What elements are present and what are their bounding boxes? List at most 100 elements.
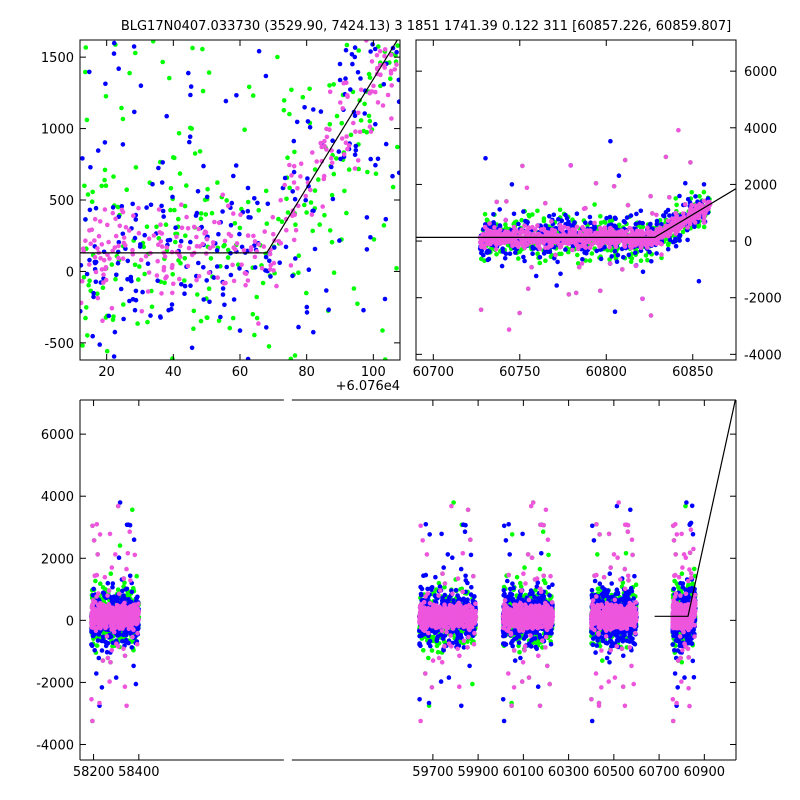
zoom-peak-point-green-49 bbox=[222, 242, 227, 248]
zoom-season-ytick-label-0: -4000 bbox=[744, 348, 782, 363]
zoom-season-point-magenta-1710 bbox=[583, 245, 588, 250]
zoom-season-point-magenta-1766 bbox=[665, 218, 671, 224]
panel-zoom-season: 60700 60750 60800 60850-4000-20000200040006… bbox=[413, 39, 782, 380]
full-lightcurve-season-2018-point-magenta-1177 bbox=[135, 630, 140, 636]
zoom-season-point-magenta-1237 bbox=[493, 247, 499, 252]
zoom-peak-point-blue-280 bbox=[394, 49, 399, 55]
zoom-season-point-blue-836 bbox=[624, 215, 630, 220]
zoom-season-point-magenta-1775 bbox=[659, 235, 665, 240]
zoom-season-point-magenta-1741 bbox=[598, 225, 603, 231]
full-lightcurve-season-2018-point-magenta-1416 bbox=[96, 606, 101, 611]
zoom-peak-point-blue-400 bbox=[92, 260, 98, 266]
zoom-season-point-magenta-1745 bbox=[535, 223, 540, 228]
zoom-peak-point-magenta-569 bbox=[189, 252, 195, 258]
zoom-peak-point-magenta-731 bbox=[154, 273, 160, 278]
zoom-peak-point-magenta-694 bbox=[341, 80, 347, 86]
zoom-peak-point-magenta-536 bbox=[169, 249, 175, 255]
zoom-season-point-blue-922 bbox=[563, 212, 568, 218]
zoom-season-point-blue-989 bbox=[572, 220, 577, 225]
zoom-peak-point-magenta-727 bbox=[343, 140, 349, 145]
zoom-season-point-green-403 bbox=[701, 189, 707, 195]
zoom-season-point-green-4 bbox=[645, 257, 650, 263]
zoom-peak-point-blue-391 bbox=[87, 69, 92, 75]
full-lightcurve-season-2018-point-blue-815 bbox=[122, 596, 128, 601]
zoom-peak-point-blue-292 bbox=[187, 139, 192, 145]
zoom-peak-point-blue-357 bbox=[245, 208, 251, 214]
zoom-peak-point-green-147 bbox=[344, 210, 349, 216]
zoom-peak-point-green-215 bbox=[390, 184, 396, 190]
zoom-peak-point-green-83 bbox=[362, 101, 367, 107]
zoom-season-point-magenta-1532 bbox=[566, 292, 572, 297]
zoom-peak-point-magenta-626 bbox=[225, 203, 231, 209]
zoom-peak-point-green-69 bbox=[237, 225, 243, 231]
zoom-peak-point-magenta-566 bbox=[256, 242, 262, 247]
zoom-peak-xtick-label-0: 20 bbox=[98, 365, 115, 380]
zoom-peak-point-magenta-762 bbox=[100, 318, 105, 324]
zoom-peak-point-green-150 bbox=[191, 326, 196, 332]
zoom-peak-point-magenta-602 bbox=[251, 233, 256, 239]
zoom-peak-point-blue-303 bbox=[220, 209, 225, 214]
zoom-peak-point-magenta-729 bbox=[310, 150, 315, 155]
zoom-peak-point-green-217 bbox=[339, 120, 345, 126]
zoom-peak-point-blue-274 bbox=[358, 76, 363, 81]
zoom-season-point-magenta-1734 bbox=[575, 242, 580, 248]
full-lightcurve-season-2022-point-blue-2190 bbox=[468, 552, 474, 558]
zoom-peak-point-blue-457 bbox=[237, 266, 242, 271]
zoom-peak-point-magenta-710 bbox=[146, 270, 152, 275]
zoom-season-point-magenta-1856 bbox=[490, 238, 495, 243]
zoom-peak-point-green-56 bbox=[109, 262, 115, 267]
zoom-peak-point-magenta-712 bbox=[169, 265, 175, 271]
full-lightcurve-season-2022-point-blue-2229 bbox=[434, 638, 440, 644]
zoom-peak-point-green-84 bbox=[90, 189, 95, 195]
zoom-peak-point-magenta-590 bbox=[327, 89, 333, 95]
zoom-peak-point-magenta-610 bbox=[318, 140, 324, 146]
zoom-peak-point-blue-395 bbox=[292, 196, 298, 202]
zoom-season-point-blue-899 bbox=[677, 193, 682, 199]
full-lightcurve-season-2018-point-magenta-929 bbox=[127, 529, 132, 534]
zoom-season-point-magenta-1612 bbox=[494, 199, 500, 205]
zoom-peak-point-blue-372 bbox=[106, 313, 112, 319]
full-lightcurve-season-2018-point-blue-441 bbox=[95, 638, 101, 643]
zoom-peak-point-green-36 bbox=[246, 84, 252, 90]
zoom-season-point-blue-700 bbox=[696, 278, 702, 284]
zoom-season-point-blue-904 bbox=[640, 269, 646, 275]
full-lightcurve-season-2018-point-green-335 bbox=[108, 571, 114, 576]
zoom-season-point-magenta-1737 bbox=[484, 227, 490, 232]
zoom-peak-point-green-122 bbox=[184, 183, 189, 188]
zoom-peak-point-green-62 bbox=[254, 315, 260, 321]
zoom-peak-point-green-103 bbox=[89, 199, 95, 204]
zoom-peak-point-blue-373 bbox=[370, 42, 375, 47]
zoom-season-point-green-359 bbox=[575, 261, 581, 266]
zoom-peak-point-blue-377 bbox=[179, 282, 184, 287]
zoom-peak-point-green-128 bbox=[192, 151, 198, 156]
zoom-season-point-magenta-1046 bbox=[659, 252, 664, 257]
zoom-peak-point-blue-454 bbox=[336, 149, 342, 154]
full-lightcurve-season-2018-point-magenta-1515 bbox=[106, 615, 111, 621]
zoom-peak-point-magenta-540 bbox=[259, 265, 265, 271]
zoom-peak-point-magenta-559 bbox=[241, 248, 247, 253]
zoom-peak-point-magenta-659 bbox=[116, 243, 121, 249]
zoom-peak-point-green-154 bbox=[173, 239, 178, 245]
zoom-peak-point-blue-370 bbox=[170, 194, 175, 200]
full-lightcurve-season-2018-point-green-384 bbox=[130, 507, 135, 513]
zoom-peak-point-magenta-631 bbox=[373, 89, 378, 95]
full-lightcurve-season-2018-point-magenta-1404 bbox=[89, 603, 95, 609]
full-lightcurve-season-2018-point-blue-596 bbox=[120, 588, 125, 594]
zoom-peak-point-blue-279 bbox=[91, 290, 96, 296]
zoom-peak-point-blue-281 bbox=[303, 197, 309, 203]
zoom-peak-point-green-92 bbox=[292, 353, 298, 358]
zoom-peak-point-green-7 bbox=[85, 333, 90, 338]
zoom-peak-point-magenta-650 bbox=[95, 246, 100, 251]
zoom-peak-point-magenta-669 bbox=[138, 257, 144, 263]
zoom-peak-point-magenta-673 bbox=[98, 255, 103, 261]
zoom-peak-point-green-86 bbox=[296, 270, 301, 276]
zoom-season-point-blue-783 bbox=[497, 207, 503, 212]
full-lightcurve-season-2018-point-blue-768 bbox=[96, 632, 102, 637]
zoom-peak-point-magenta-639 bbox=[109, 305, 115, 311]
zoom-season-point-blue-997 bbox=[663, 210, 669, 215]
full-lightcurve-season-2018-point-magenta-1372 bbox=[105, 655, 111, 661]
zoom-peak-point-blue-298 bbox=[264, 325, 269, 330]
zoom-peak-point-blue-479 bbox=[187, 134, 193, 139]
full-lightcurve-season-2018-point-magenta-1414 bbox=[134, 641, 140, 647]
